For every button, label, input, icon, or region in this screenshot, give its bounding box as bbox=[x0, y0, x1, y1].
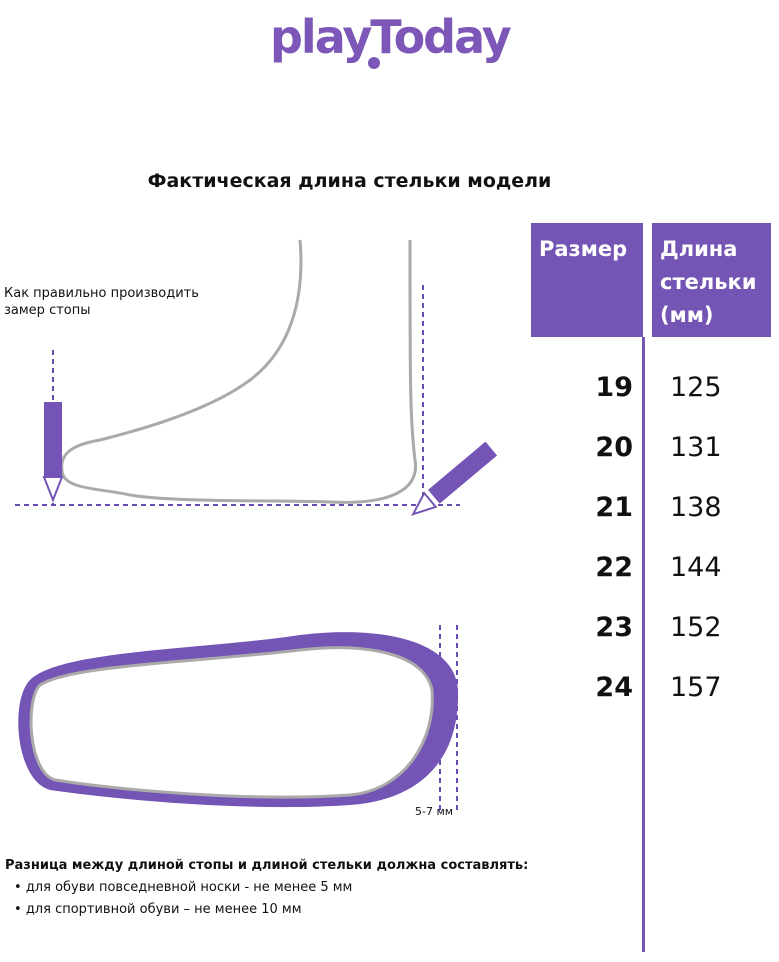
length-cell: 144 bbox=[670, 552, 722, 583]
page-title: Фактическая длина стельки модели bbox=[147, 170, 552, 192]
logo: playToday bbox=[270, 10, 512, 64]
difference-item-text: для спортивной обуви – не менее 10 мм bbox=[25, 902, 302, 917]
size-cell: 20 bbox=[595, 432, 633, 463]
length-cell: 157 bbox=[670, 672, 722, 703]
difference-item: • для обуви повседневной носки - не мене… bbox=[14, 880, 353, 895]
table-divider bbox=[642, 337, 645, 952]
measure-note: Как правильно производить замер стопы bbox=[4, 286, 199, 318]
size-cell: 23 bbox=[595, 612, 633, 643]
length-cell: 125 bbox=[670, 372, 722, 403]
logo-dot bbox=[368, 57, 380, 69]
length-cell: 152 bbox=[670, 612, 722, 643]
gap-label: 5-7 мм bbox=[415, 805, 454, 818]
length-cell: 138 bbox=[670, 492, 722, 523]
side-foot-drawing bbox=[60, 239, 418, 504]
insole-drawing bbox=[18, 632, 459, 808]
size-cell: 24 bbox=[595, 672, 633, 703]
length-cell: 131 bbox=[670, 432, 722, 463]
header-size: Размер bbox=[531, 223, 643, 337]
size-cell: 21 bbox=[595, 492, 633, 523]
size-cell: 19 bbox=[595, 372, 633, 403]
size-cell: 22 bbox=[595, 552, 633, 583]
pencil-icon bbox=[411, 441, 498, 516]
pencil-icon bbox=[42, 402, 64, 503]
difference-item: • для спортивной обуви – не менее 10 мм bbox=[14, 902, 302, 917]
difference-heading: Разница между длиной стопы и длиной стел… bbox=[5, 858, 529, 873]
difference-item-text: для обуви повседневной носки - не менее … bbox=[25, 880, 353, 895]
header-length: Длина стельки (мм) bbox=[652, 223, 771, 337]
